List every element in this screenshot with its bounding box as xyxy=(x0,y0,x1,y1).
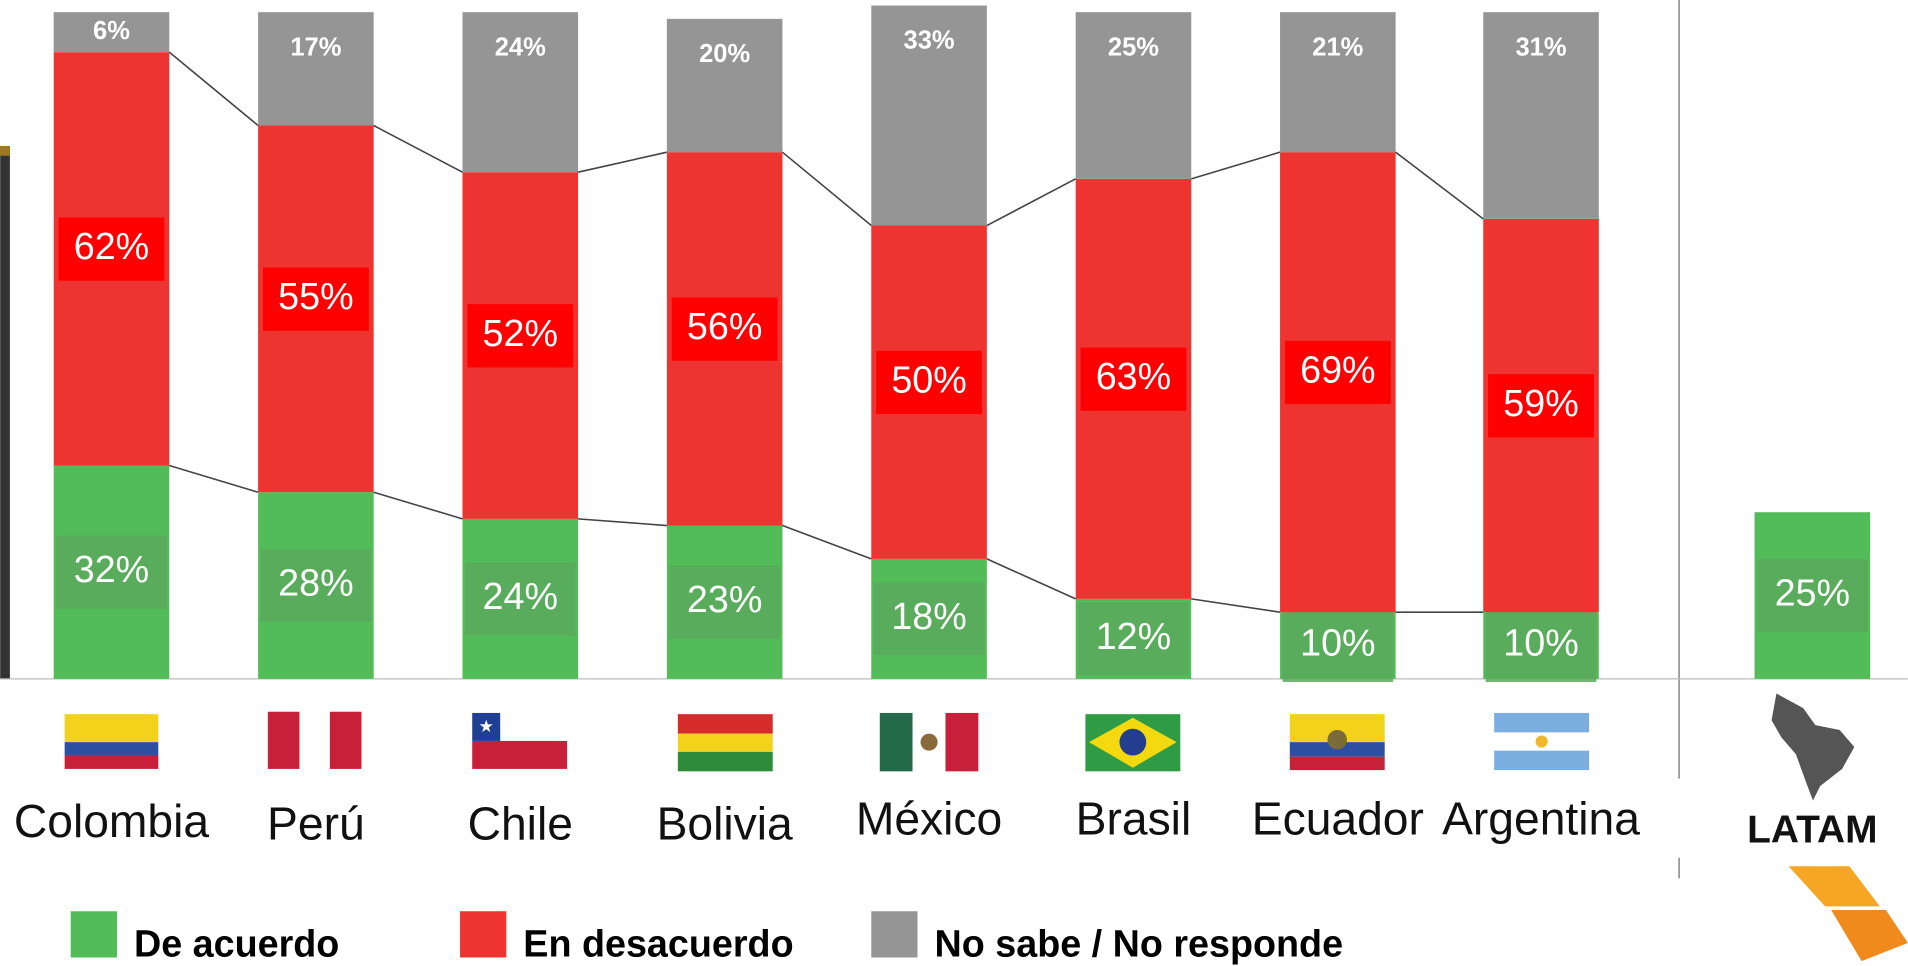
data-label: 23% xyxy=(687,578,762,620)
connector-line xyxy=(577,151,668,173)
svg-text:★: ★ xyxy=(479,717,494,736)
flag-colombia xyxy=(64,714,159,769)
connector-line xyxy=(373,124,463,173)
data-label: 28% xyxy=(278,562,353,604)
flag-argentina xyxy=(1494,712,1590,771)
label-box xyxy=(1488,374,1594,438)
flag-peru xyxy=(267,711,362,769)
legend-swatch xyxy=(871,911,918,958)
left-edge xyxy=(0,145,10,679)
label-box xyxy=(1282,609,1394,683)
x-tick-label: Ecuador xyxy=(1252,793,1424,845)
label-box xyxy=(1078,602,1189,676)
label-box xyxy=(1080,347,1187,411)
data-label: 55% xyxy=(278,275,353,317)
label-box xyxy=(1485,609,1597,683)
data-label: 31% xyxy=(1515,33,1566,61)
data-label: 50% xyxy=(891,358,966,400)
flag-brasil xyxy=(1085,714,1181,772)
label-box xyxy=(58,217,165,281)
x-tick-label: Brasil xyxy=(1076,793,1192,845)
data-label: 12% xyxy=(1096,615,1171,657)
legend-label: En desacuerdo xyxy=(523,923,793,965)
data-label: 32% xyxy=(74,548,149,590)
connector-line xyxy=(168,51,259,127)
data-label: 10% xyxy=(1503,622,1578,664)
legend-swatch xyxy=(460,911,507,958)
data-label: 25% xyxy=(1108,33,1159,61)
connector-line xyxy=(986,558,1076,600)
data-label: 18% xyxy=(891,595,966,637)
label-box xyxy=(669,565,781,639)
flag-chile: ★ xyxy=(472,712,568,769)
logo xyxy=(1788,866,1908,962)
data-label: 6% xyxy=(93,17,130,45)
legend-swatch xyxy=(70,911,117,958)
x-tick-label: Perú xyxy=(267,798,365,850)
connector-line xyxy=(373,491,463,520)
data-label: 59% xyxy=(1503,382,1578,424)
data-label: 63% xyxy=(1096,355,1171,397)
label-box xyxy=(464,562,576,636)
legend-label: No sabe / No responde xyxy=(935,923,1344,965)
x-tick-label: Bolivia xyxy=(657,798,793,850)
bar-segment xyxy=(258,12,374,126)
connector-line xyxy=(169,464,259,493)
data-label: 17% xyxy=(290,33,341,61)
label-box xyxy=(876,350,982,415)
x-tick-label: LATAM xyxy=(1747,808,1877,851)
x-tick-label: México xyxy=(856,793,1002,845)
label-box xyxy=(1284,340,1391,405)
bar-segment xyxy=(1075,12,1192,179)
x-tick-label: Colombia xyxy=(14,795,210,847)
data-label: 52% xyxy=(483,312,558,354)
x-tick-label: Chile xyxy=(468,798,573,850)
latam-map xyxy=(1771,693,1855,801)
data-label: 56% xyxy=(687,305,762,347)
flag-ecuador xyxy=(1289,714,1385,771)
bar-segment xyxy=(53,12,170,53)
data-label: 21% xyxy=(1312,33,1363,61)
label-box xyxy=(56,535,167,609)
bar-segment xyxy=(666,18,783,153)
bar-segment xyxy=(1483,12,1599,219)
data-label: 24% xyxy=(483,575,558,617)
legend-label: De acuerdo xyxy=(134,923,339,965)
connector-line xyxy=(578,518,667,527)
connector-line xyxy=(1395,151,1484,220)
label-box xyxy=(260,549,372,623)
bar-segment xyxy=(1280,12,1396,153)
left-edge-cap xyxy=(0,145,10,156)
data-label: 10% xyxy=(1300,622,1375,664)
connector-line xyxy=(781,151,872,227)
label-box xyxy=(262,267,369,331)
data-label: 24% xyxy=(495,33,546,61)
label-box xyxy=(467,304,574,368)
label-box xyxy=(1756,559,1868,633)
connector-line xyxy=(1191,598,1281,613)
data-label: 20% xyxy=(699,40,750,68)
connector-line xyxy=(782,524,872,560)
bar-segment xyxy=(871,5,987,226)
data-label: 69% xyxy=(1300,348,1375,390)
connector-line xyxy=(1191,151,1281,180)
flags: ★ xyxy=(64,693,1855,801)
x-tick-label: Argentina xyxy=(1442,793,1640,845)
flag-bolivia xyxy=(677,714,773,772)
label-box xyxy=(671,297,778,361)
data-label: 25% xyxy=(1775,572,1850,614)
data-label: 33% xyxy=(904,27,955,55)
bar-segment xyxy=(462,12,579,173)
flag-mexico xyxy=(879,712,979,772)
legend: De acuerdo En desacuerdo No sabe / No resp… xyxy=(70,911,1344,965)
connector-line xyxy=(986,178,1077,227)
data-label: 62% xyxy=(74,225,149,267)
label-box xyxy=(873,582,985,656)
